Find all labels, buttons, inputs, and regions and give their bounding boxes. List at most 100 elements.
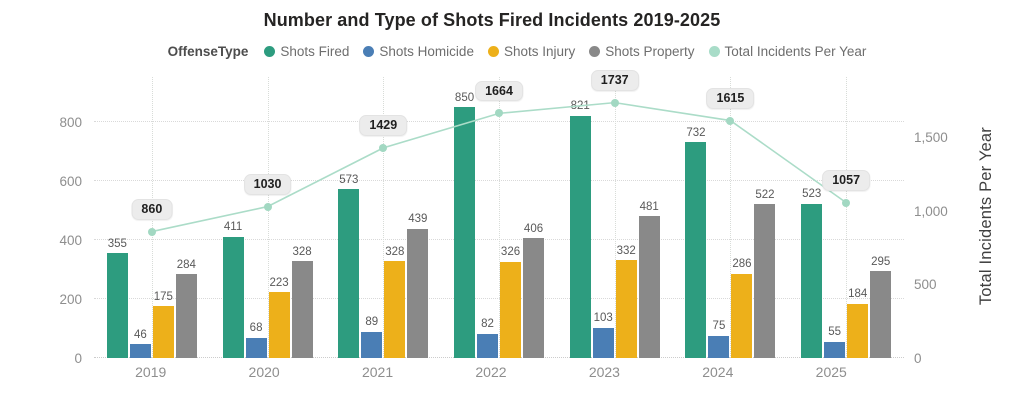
bar-shots-homicide-2025[interactable]: [824, 341, 846, 358]
bar-shots-property-2022[interactable]: [523, 238, 545, 358]
bars-2021: 573 89 328 439: [325, 75, 441, 358]
bar-value-label: 75: [712, 320, 726, 333]
x-axis-label-2022: 2022: [475, 364, 507, 380]
bar-value-label: 295: [871, 255, 891, 268]
bar-shots-homicide-2023[interactable]: [592, 327, 614, 358]
left-axis: 0 200 400 600 800: [34, 75, 94, 364]
legend-item-shots-homicide[interactable]: Shots Homicide: [363, 44, 474, 59]
barwrap-shots-injury-2021: 328: [384, 75, 406, 358]
bar-value-label: 175: [153, 290, 173, 303]
bar-value-label: 406: [523, 222, 544, 235]
barwrap-shots-injury-2020: 223: [268, 75, 290, 358]
bar-shots-property-2025[interactable]: [870, 271, 892, 358]
legend-field-label: OffenseType: [167, 44, 249, 59]
bar-shots-fired-2022[interactable]: [454, 107, 476, 358]
barwrap-shots-fired-2022: 850: [454, 75, 476, 358]
bar-value-label: 284: [176, 258, 196, 271]
bar-shots-property-2023[interactable]: [638, 216, 660, 358]
bar-shots-fired-2025[interactable]: [801, 203, 823, 358]
bar-shots-property-2019[interactable]: [175, 274, 197, 358]
bar-shots-homicide-2020[interactable]: [245, 337, 267, 358]
vertical-gridline: [267, 77, 269, 358]
bar-shots-injury-2021[interactable]: [384, 261, 406, 358]
left-axis-tick: 400: [59, 232, 82, 248]
bar-value-label: 89: [365, 316, 379, 329]
gridline: [94, 239, 904, 241]
bar-shots-injury-2020[interactable]: [268, 292, 290, 358]
legend-item-total-incidents-per-year[interactable]: Total Incidents Per Year: [708, 44, 866, 59]
bar-shots-fired-2024[interactable]: [685, 142, 707, 358]
left-axis-tick: 800: [59, 114, 82, 130]
barwrap-shots-property-2021: 439: [407, 75, 429, 358]
legend-item-shots-injury[interactable]: Shots Injury: [487, 44, 576, 59]
bar-shots-property-2024[interactable]: [754, 204, 776, 358]
barwrap-shots-homicide-2024: 75: [708, 75, 730, 358]
left-axis-tick: 200: [59, 291, 82, 307]
barwrap-shots-property-2024: 522: [754, 75, 776, 358]
bar-shots-injury-2022[interactable]: [500, 261, 522, 358]
bar-shots-homicide-2022[interactable]: [477, 333, 499, 358]
bar-value-label: 223: [269, 276, 289, 289]
barwrap-shots-fired-2021: 573: [338, 75, 360, 358]
gridline: [94, 298, 904, 300]
barwrap-shots-homicide-2022: 82: [477, 75, 499, 358]
bar-shots-property-2020[interactable]: [291, 261, 313, 358]
legend-item-shots-property[interactable]: Shots Property: [589, 44, 695, 59]
bar-shots-homicide-2024[interactable]: [708, 335, 730, 358]
bars-2024: 732 75 286 522: [673, 75, 789, 358]
bar-shots-injury-2023[interactable]: [615, 260, 637, 358]
barwrap-shots-property-2020: 328: [291, 75, 313, 358]
x-axis-label-2020: 2020: [248, 364, 280, 380]
gridline: [94, 121, 904, 123]
year-group-2019: 355 46 175 284: [94, 75, 210, 358]
legend-item-label: Shots Homicide: [379, 44, 474, 59]
legend-item-label: Shots Injury: [503, 44, 576, 59]
bar-value-label: 46: [133, 328, 147, 341]
right-axis-title-column: Total Incidents Per Year: [964, 75, 1008, 358]
barwrap-shots-fired-2020: 411: [222, 75, 244, 358]
bars-2019: 355 46 175 284: [94, 75, 210, 358]
bar-shots-fired-2023[interactable]: [569, 115, 591, 358]
vertical-gridline: [499, 77, 501, 358]
legend-item-label: Shots Property: [605, 44, 695, 59]
barwrap-shots-fired-2019: 355: [106, 75, 128, 358]
bar-shots-property-2021[interactable]: [407, 228, 429, 358]
legend-item-shots-fired[interactable]: Shots Fired: [264, 44, 349, 59]
barwrap-shots-fired-2025: 523: [801, 75, 823, 358]
bar-shots-homicide-2019[interactable]: [129, 344, 151, 358]
plot-area: 355 46 175 284 411 68 223 328 573 89 328 439 850 82 32…: [94, 70, 904, 358]
barwrap-shots-homicide-2025: 55: [824, 75, 846, 358]
barwrap-shots-property-2019: 284: [175, 75, 197, 358]
x-axis-label-2019: 2019: [135, 364, 167, 380]
bar-value-label: 439: [408, 213, 428, 226]
vertical-gridline: [730, 77, 732, 358]
bar-shots-fired-2020[interactable]: [222, 236, 244, 358]
bar-shots-homicide-2021[interactable]: [361, 331, 383, 358]
bar-value-label: 523: [802, 188, 822, 201]
bar-value-label: 328: [385, 245, 405, 258]
bar-value-label: 332: [616, 244, 636, 257]
total-incidents-line[interactable]: [94, 75, 904, 358]
barwrap-shots-homicide-2023: 103: [592, 75, 614, 358]
bar-shots-fired-2019[interactable]: [106, 253, 128, 358]
barwrap-shots-injury-2022: 326: [500, 75, 522, 358]
bars-2020: 411 68 223 328: [210, 75, 326, 358]
barwrap-shots-injury-2023: 332: [615, 75, 637, 358]
bar-shots-injury-2025[interactable]: [847, 303, 869, 358]
year-group-2020: 411 68 223 328: [210, 75, 326, 358]
barwrap-shots-homicide-2019: 46: [129, 75, 151, 358]
bar-value-label: 286: [732, 258, 752, 271]
barwrap-shots-injury-2025: 184: [847, 75, 869, 358]
barwrap-shots-property-2023: 481: [638, 75, 660, 358]
bar-value-label: 522: [755, 188, 775, 201]
bar-value-label: 481: [639, 200, 659, 213]
legend: OffenseType Shots Fired Shots Homicide Sho…: [0, 44, 1024, 59]
bar-value-label: 850: [454, 91, 475, 104]
year-group-2023: 821 103 332 481: [557, 75, 673, 358]
bar-shots-injury-2019[interactable]: [152, 306, 174, 358]
bar-shots-injury-2024[interactable]: [731, 273, 753, 358]
bar-groups: 355 46 175 284 411 68 223 328 573 89 328 439 850 82 32…: [94, 75, 904, 358]
bar-value-label: 732: [686, 126, 706, 139]
bar-shots-fired-2021[interactable]: [338, 189, 360, 358]
